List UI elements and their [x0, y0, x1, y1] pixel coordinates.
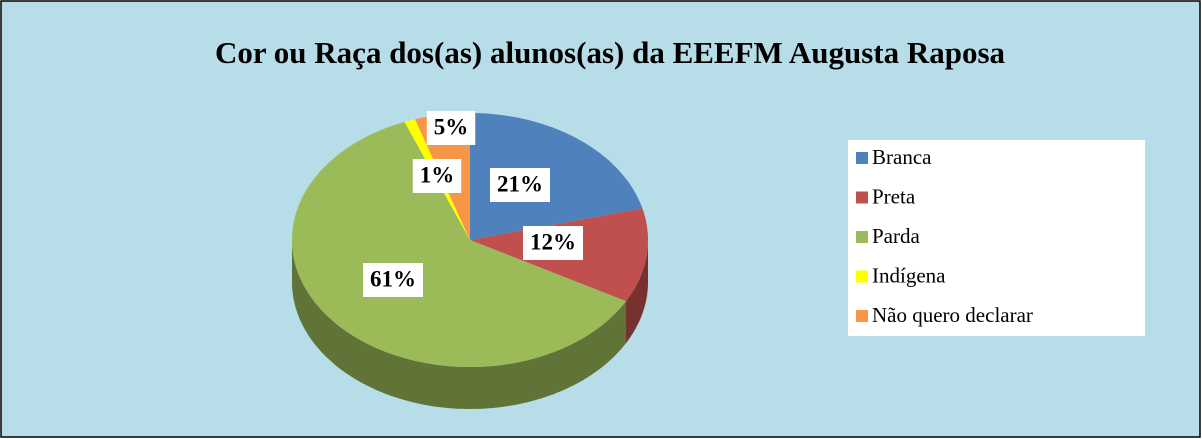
legend	[848, 140, 1145, 336]
data-label-box	[490, 168, 550, 202]
data-label: 21%	[497, 171, 543, 196]
data-label-box	[363, 263, 423, 297]
legend-swatch	[856, 231, 868, 243]
data-label-box	[523, 226, 583, 260]
legend-label: Não quero declarar	[872, 303, 1033, 327]
legend-label: Parda	[872, 224, 920, 248]
legend-label: Branca	[872, 145, 932, 169]
data-label: 5%	[434, 114, 469, 139]
legend-label: Indígena	[872, 263, 946, 287]
legend-swatch	[856, 310, 868, 322]
legend-swatch	[856, 152, 868, 164]
legend-swatch	[856, 270, 868, 283]
data-label: 1%	[420, 162, 455, 187]
pie-slice	[470, 113, 643, 240]
data-label-box	[412, 159, 462, 193]
legend-label: Preta	[872, 184, 916, 208]
chart-title: Cor ou Raça dos(as) alunos(as) da EEEFM …	[215, 35, 1006, 70]
pie-side	[292, 240, 626, 409]
data-label: 12%	[530, 229, 576, 254]
pie-slice	[292, 121, 626, 368]
legend-swatch	[856, 191, 868, 204]
pie-side	[626, 240, 648, 344]
data-label: 61%	[370, 266, 416, 291]
data-label-box	[426, 111, 476, 145]
